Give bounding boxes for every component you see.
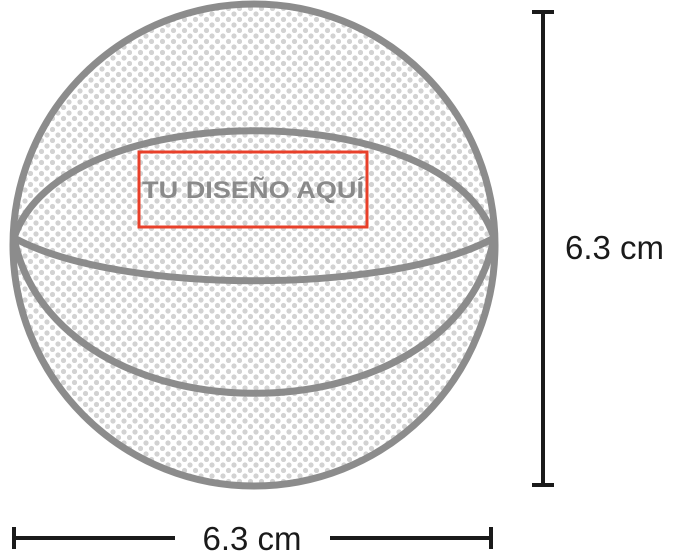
width-dimension: [12, 527, 493, 549]
width-dimension-label: 6.3 cm: [202, 520, 301, 554]
height-dimension-label: 6.3 cm: [565, 229, 664, 266]
design-area-frame: [137, 150, 369, 229]
basketball-illustration: [9, 0, 499, 490]
ball-seam-lower: [13, 237, 495, 397]
ball-dot-texture: [13, 4, 495, 486]
ball-seam-middle: [13, 234, 495, 285]
height-dimension: [532, 10, 554, 487]
design-area: TU DISEÑO AQUÍ: [137, 150, 369, 229]
ball-outline: [9, 0, 499, 490]
design-area-label: TU DISEÑO AQUÍ: [142, 176, 366, 204]
ball-seam-upper: [13, 127, 495, 240]
